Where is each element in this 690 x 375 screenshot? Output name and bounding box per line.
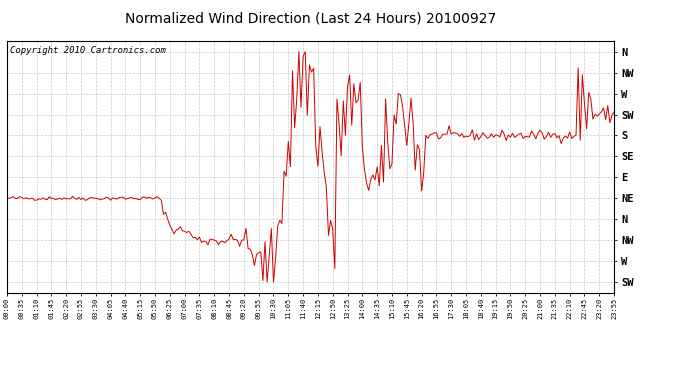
Text: Normalized Wind Direction (Last 24 Hours) 20100927: Normalized Wind Direction (Last 24 Hours… bbox=[125, 11, 496, 25]
Text: Copyright 2010 Cartronics.com: Copyright 2010 Cartronics.com bbox=[10, 46, 166, 55]
